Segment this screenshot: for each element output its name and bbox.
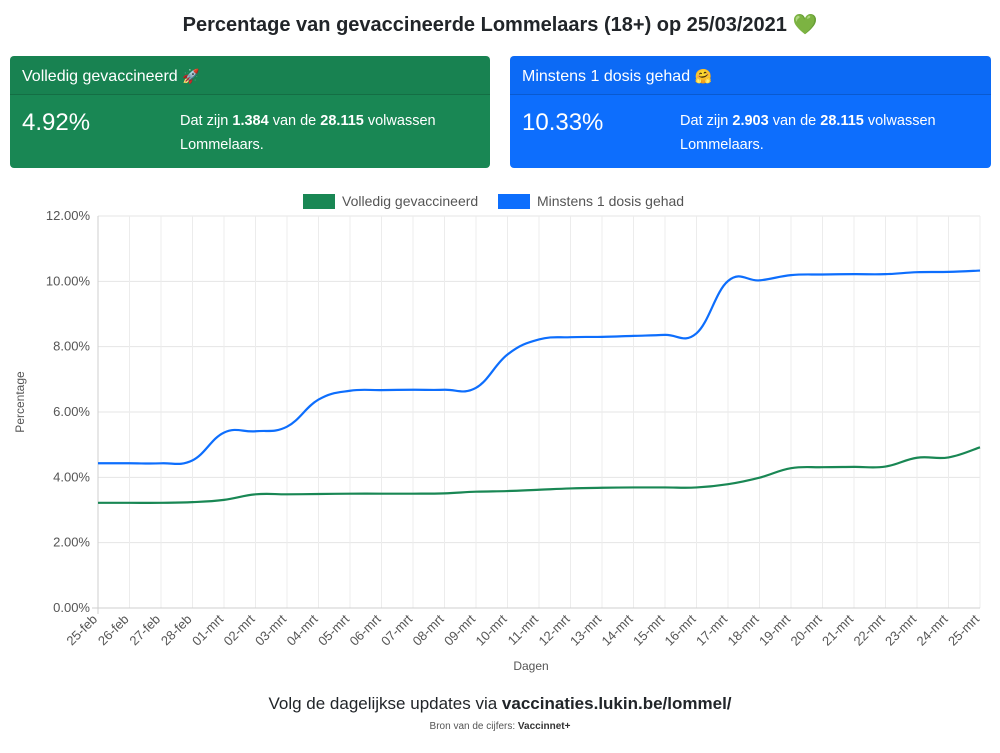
rocket-icon: 🚀 (182, 68, 200, 84)
legend-first-dose-swatch (498, 194, 530, 209)
updates-link[interactable]: vaccinaties.lukin.be/lommel/ (501, 694, 732, 713)
x-tick-label: 10-mrt (472, 611, 509, 648)
first-dose-description: Dat zijn 2.903 van de 28.115 volwassen L… (680, 109, 980, 157)
x-tick-label: 08-mrt (409, 611, 446, 648)
x-tick-label: 16-mrt (661, 611, 698, 648)
x-tick-label: 03-mrt (252, 611, 289, 648)
adult-total: 28.115 (320, 113, 364, 129)
text-post: volwassen Lommelaars. (180, 113, 436, 153)
x-tick-label: 05-mrt (315, 611, 352, 648)
first-dose-series-line (98, 269, 981, 465)
x-tick-label: 24-mrt (913, 611, 950, 648)
x-tick-label: 26-feb (95, 612, 132, 649)
fully-vaccinated-percentage: 4.92% (22, 109, 91, 136)
x-tick-label: 11-mrt (505, 611, 542, 648)
fully-vaccinated-card-header: Volledig gevaccineerd 🚀 (10, 56, 490, 95)
first-dose-title: Minstens 1 dosis gehad (522, 68, 691, 85)
fully-vaccinated-card: Volledig gevaccineerd 🚀 4.92% Dat zijn 1… (10, 56, 490, 168)
legend-first-dose-label: Minstens 1 dosis gehad (537, 193, 684, 209)
fully-vaccinated-title: Volledig gevaccineerd (22, 68, 178, 85)
legend-fully-vaccinated-label: Volledig gevaccineerd (342, 193, 478, 209)
y-tick-label: 6.00% (53, 404, 90, 419)
x-tick-label: 07-mrt (378, 611, 415, 648)
hugging-face-icon: 🤗 (694, 68, 712, 84)
page-title: Percentage van gevaccineerde Lommelaars … (0, 12, 1000, 37)
first-dose-card-header: Minstens 1 dosis gehad 🤗 (510, 56, 991, 95)
y-tick-label: 12.00% (46, 208, 91, 223)
x-tick-label: 22-mrt (850, 611, 887, 648)
x-tick-label: 17-mrt (693, 611, 730, 648)
x-tick-label: 21-mrt (819, 611, 856, 648)
text-pre: Dat zijn (680, 113, 733, 129)
x-tick-label: 09-mrt (441, 611, 478, 648)
x-tick-label: 25-mrt (945, 611, 982, 648)
source-label: Bron van de cijfers: (429, 721, 518, 732)
x-tick-label: 23-mrt (882, 611, 919, 648)
x-tick-label: 12-mrt (535, 611, 572, 648)
vaccination-line-chart: 0.00% 2.00% 4.00% 6.00% 8.00% 10.00% 12.00% 25-… (13, 193, 982, 673)
x-tick-label: 18-mrt (724, 611, 761, 648)
x-tick-label: 28-feb (158, 612, 195, 649)
x-tick-label: 19-mrt (756, 611, 793, 648)
x-tick-label: 27-feb (126, 612, 163, 649)
y-axis-title: Percentage (13, 371, 27, 433)
first-dose-card: Minstens 1 dosis gehad 🤗 10.33% Dat zijn… (510, 56, 991, 168)
fully-vaccinated-card-body: 4.92% Dat zijn 1.384 van de 28.115 volwa… (10, 95, 490, 167)
text-mid: van de (768, 113, 821, 129)
x-tick-label: 02-mrt (220, 611, 257, 648)
x-tick-label: 04-mrt (283, 611, 320, 648)
fully-vaccinated-series-line (98, 446, 981, 504)
x-tick-label: 01-mrt (189, 611, 226, 648)
adult-total: 28.115 (820, 113, 864, 129)
first-dose-count: 2.903 (732, 113, 769, 129)
first-dose-percentage: 10.33% (522, 109, 604, 136)
page-title-text: Percentage van gevaccineerde Lommelaars … (182, 14, 787, 36)
green-heart-icon: 💚 (792, 14, 818, 36)
fully-vaccinated-count: 1.384 (232, 113, 269, 129)
text-post: volwassen Lommelaars. (680, 113, 936, 153)
x-tick-label: 20-mrt (787, 611, 824, 648)
fully-vaccinated-description: Dat zijn 1.384 van de 28.115 volwassen L… (180, 109, 480, 157)
x-axis-title: Dagen (513, 659, 548, 673)
y-tick-label: 8.00% (53, 339, 90, 354)
x-tick-label: 06-mrt (346, 611, 383, 648)
data-source: Bron van de cijfers: Vaccinnet+ (0, 721, 1000, 732)
text-mid: van de (268, 113, 321, 129)
y-tick-label: 4.00% (53, 469, 90, 484)
x-tick-label: 25-feb (63, 612, 100, 649)
x-tick-label: 14-mrt (598, 611, 635, 648)
y-tick-label: 0.00% (53, 600, 90, 615)
footer-text: Volg de dagelijkse updates via (268, 694, 502, 713)
text-pre: Dat zijn (180, 113, 233, 129)
legend-fully-vaccinated-swatch (303, 194, 335, 209)
y-tick-label: 10.00% (46, 273, 91, 288)
x-tick-label: 13-mrt (567, 611, 604, 648)
first-dose-card-body: 10.33% Dat zijn 2.903 van de 28.115 volw… (510, 95, 991, 167)
footer-updates: Volg de dagelijkse updates via vaccinati… (0, 694, 1000, 714)
source-name: Vaccinnet+ (517, 721, 571, 732)
y-tick-label: 2.00% (53, 535, 90, 550)
x-tick-label: 15-mrt (630, 611, 667, 648)
